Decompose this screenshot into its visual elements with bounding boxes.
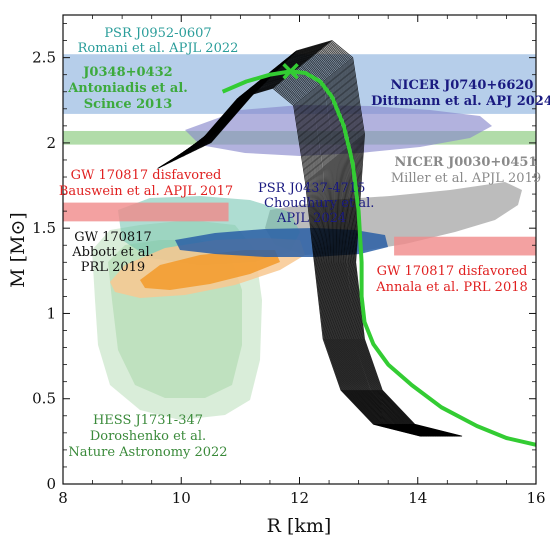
- annotation-gw-abbott-ref2: PRL 2019: [81, 260, 145, 275]
- y-tick-label: 2: [46, 134, 56, 152]
- y-tick-label: 2.5: [32, 49, 56, 67]
- annotation-nicer-j0740-name: NICER J0740+6620: [391, 78, 534, 93]
- annotation-gw-abbott-ref1: Abbott et al.: [71, 245, 154, 260]
- annotation-j0348-name: J0348+0432: [82, 65, 172, 80]
- annotation-gw-annala-name: GW 170817 disfavored: [377, 264, 528, 279]
- max-mass-marker-stroke: [282, 63, 299, 80]
- x-axis-ticks: 8 10 12 14 16: [58, 15, 546, 507]
- gw-annala-band: [394, 236, 536, 256]
- annotation-hess-name: HESS J1731-347: [93, 413, 203, 428]
- annotation-nicer-j0030-name: NICER J0030+0451: [395, 155, 538, 170]
- x-tick-label: 12: [290, 489, 309, 507]
- annotation-j0348-ref1: Antoniadis et al.: [67, 81, 188, 96]
- plot-area: [63, 40, 536, 447]
- x-tick-label: 14: [408, 489, 427, 507]
- annotation-psr-j0437-ref1: Choudhury et al.: [264, 196, 374, 211]
- max-mass-marker: [282, 63, 299, 80]
- y-tick-label: 0.5: [32, 390, 56, 408]
- annotation-psr-j0437-name: PSR J0437-4715: [258, 181, 365, 196]
- annotation-hess-ref2: Nature Astronomy 2022: [68, 445, 227, 460]
- annotation-gw-abbott-name: GW 170817: [74, 230, 152, 245]
- y-tick-label: 1.5: [32, 219, 56, 237]
- annotation-psr-j0952-ref: Romani et al. APJL 2022: [78, 41, 239, 56]
- annotations: PSR J0952-0607 Romani et al. APJL 2022 J…: [59, 26, 550, 460]
- gw-bauswein-band: [63, 202, 229, 222]
- annotation-gw-annala-ref: Annala et al. PRL 2018: [375, 280, 528, 295]
- eos-curve: [210, 40, 463, 437]
- x-tick-label: 16: [526, 489, 545, 507]
- y-tick-label: 1: [46, 304, 56, 322]
- annotation-j0348-ref2: Scince 2013: [84, 97, 173, 112]
- y-axis-ticks: 0 0.5 1 1.5 2 2.5: [32, 23, 536, 493]
- annotation-gw-bauswein-name: GW 170817 disfavored: [71, 168, 222, 183]
- annotation-psr-j0952-name: PSR J0952-0607: [104, 26, 211, 41]
- nicer-j0740-region: [185, 105, 492, 156]
- x-tick-label: 8: [58, 489, 68, 507]
- y-axis-label: M [M⊙]: [7, 212, 29, 288]
- annotation-nicer-j0740-ref: Dittmann et al. APJ 2024: [371, 94, 550, 109]
- x-axis-label: R [km]: [267, 515, 332, 537]
- annotation-nicer-j0030-ref: Miller et al. APJL 2019: [391, 171, 541, 186]
- gw-abbott-inner: [140, 250, 280, 290]
- annotation-psr-j0437-ref2: APJL 2024: [276, 211, 346, 226]
- x-tick-label: 10: [172, 489, 191, 507]
- annotation-gw-bauswein-ref: Bauswein et al. APJL 2017: [59, 184, 233, 199]
- y-tick-label: 0: [46, 475, 56, 493]
- annotation-hess-ref1: Doroshenko et al.: [90, 429, 206, 444]
